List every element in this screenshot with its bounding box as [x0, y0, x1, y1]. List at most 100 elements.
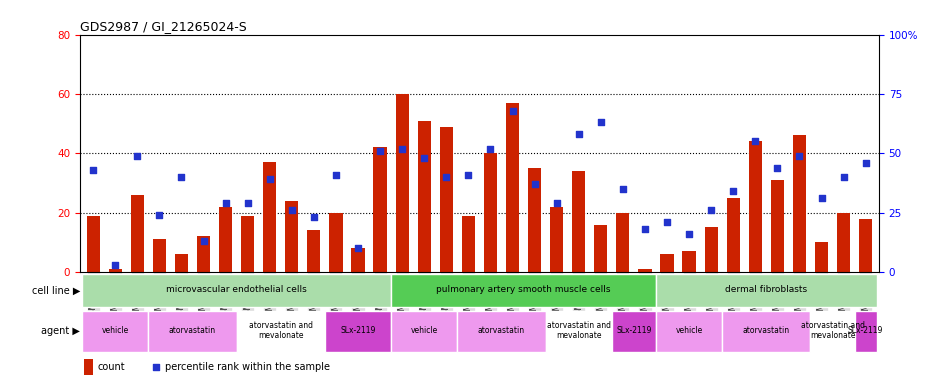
Point: [858, 160, 873, 166]
Bar: [748, 141, 762, 272]
Bar: [638, 269, 651, 272]
Point: [572, 131, 587, 137]
Bar: [854, 311, 877, 351]
Bar: [219, 207, 232, 272]
Text: SLx-2119: SLx-2119: [848, 326, 884, 335]
Bar: [572, 171, 586, 272]
Bar: [237, 311, 325, 351]
Text: atorvastatin: atorvastatin: [169, 326, 216, 335]
Point: [149, 364, 164, 370]
Point: [174, 174, 189, 180]
Point: [814, 195, 829, 202]
Bar: [656, 274, 877, 307]
Text: microvascular endothelial cells: microvascular endothelial cells: [166, 285, 307, 294]
Bar: [722, 311, 810, 351]
Bar: [175, 254, 188, 272]
Text: cell line ▶: cell line ▶: [32, 285, 80, 295]
Point: [593, 119, 608, 126]
Bar: [612, 311, 656, 351]
Bar: [82, 311, 149, 351]
Bar: [617, 213, 630, 272]
Text: atorvastatin and
mevalonate: atorvastatin and mevalonate: [801, 321, 865, 340]
Point: [351, 245, 366, 251]
Text: SLx-2119: SLx-2119: [617, 326, 651, 335]
Bar: [705, 227, 718, 272]
Point: [660, 219, 675, 225]
Bar: [792, 136, 807, 272]
Bar: [373, 147, 386, 272]
Point: [240, 200, 255, 206]
Bar: [152, 239, 166, 272]
Point: [372, 148, 387, 154]
Text: dermal fibroblasts: dermal fibroblasts: [726, 285, 807, 294]
Bar: [149, 311, 237, 351]
Bar: [82, 274, 391, 307]
Point: [218, 200, 233, 206]
Text: GDS2987 / GI_21265024-S: GDS2987 / GI_21265024-S: [80, 20, 246, 33]
Point: [306, 214, 321, 220]
Text: pulmonary artery smooth muscle cells: pulmonary artery smooth muscle cells: [436, 285, 611, 294]
Bar: [550, 207, 563, 272]
Text: vehicle: vehicle: [411, 326, 438, 335]
Bar: [837, 213, 850, 272]
Bar: [241, 215, 254, 272]
Bar: [391, 274, 656, 307]
Text: percentile rank within the sample: percentile rank within the sample: [165, 362, 330, 372]
Bar: [329, 213, 342, 272]
Point: [682, 231, 697, 237]
Text: atorvastatin and
mevalonate: atorvastatin and mevalonate: [547, 321, 611, 340]
Point: [616, 186, 631, 192]
Text: vehicle: vehicle: [102, 326, 129, 335]
Point: [505, 108, 520, 114]
Bar: [109, 269, 122, 272]
Point: [262, 176, 277, 182]
Point: [549, 200, 564, 206]
Bar: [661, 254, 674, 272]
Point: [196, 238, 211, 244]
Bar: [396, 94, 409, 272]
Bar: [528, 168, 541, 272]
Bar: [307, 230, 321, 272]
Bar: [810, 311, 854, 351]
Bar: [727, 198, 740, 272]
Point: [416, 155, 431, 161]
Text: vehicle: vehicle: [676, 326, 703, 335]
Text: atorvastatin: atorvastatin: [743, 326, 790, 335]
Bar: [84, 359, 93, 375]
Bar: [86, 215, 100, 272]
Point: [328, 172, 343, 178]
Bar: [506, 103, 519, 272]
Point: [836, 174, 851, 180]
Bar: [391, 311, 458, 351]
Point: [748, 138, 763, 144]
Bar: [417, 121, 431, 272]
Bar: [263, 162, 276, 272]
Text: atorvastatin and
mevalonate: atorvastatin and mevalonate: [249, 321, 313, 340]
Point: [108, 262, 123, 268]
Bar: [815, 242, 828, 272]
Bar: [484, 153, 497, 272]
Point: [439, 174, 454, 180]
Point: [527, 181, 542, 187]
Bar: [594, 225, 607, 272]
Point: [461, 172, 476, 178]
Bar: [771, 180, 784, 272]
Text: count: count: [98, 362, 125, 372]
Point: [395, 146, 410, 152]
Point: [284, 207, 299, 214]
Point: [770, 164, 785, 170]
Bar: [682, 251, 696, 272]
Bar: [656, 311, 722, 351]
Text: SLx-2119: SLx-2119: [340, 326, 376, 335]
Bar: [458, 311, 545, 351]
Bar: [352, 248, 365, 272]
Bar: [285, 201, 298, 272]
Bar: [440, 127, 453, 272]
Bar: [462, 215, 475, 272]
Bar: [131, 195, 144, 272]
Bar: [325, 311, 391, 351]
Point: [704, 207, 719, 214]
Point: [791, 152, 807, 159]
Point: [637, 226, 652, 232]
Point: [86, 167, 101, 173]
